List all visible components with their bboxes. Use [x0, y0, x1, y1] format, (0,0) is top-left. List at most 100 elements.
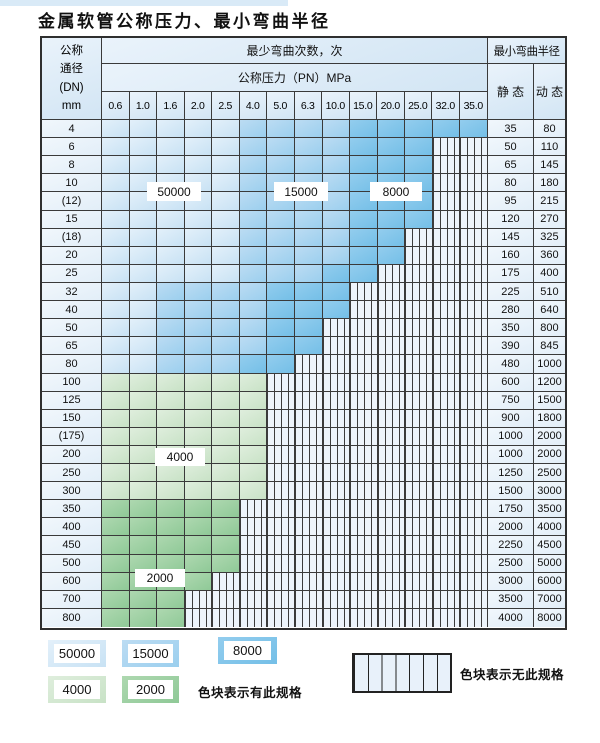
dynamic-value: 215: [533, 192, 565, 211]
legend-swatch-4000: 4000: [48, 676, 106, 703]
legend-swatch-2000: 2000: [122, 676, 179, 703]
spec-cell: [184, 301, 213, 320]
no-spec-cell: [294, 427, 323, 446]
no-spec-cell: [432, 319, 461, 338]
spec-cell: [350, 228, 378, 247]
static-value: 65: [487, 156, 534, 175]
no-spec-cell: [460, 246, 488, 265]
no-spec-cell: [377, 554, 406, 573]
spec-cell: [129, 608, 158, 627]
no-spec-cell: [405, 301, 433, 320]
spec-cell: [129, 138, 158, 157]
no-spec-cell: [432, 282, 461, 302]
legend-swatch-label: 50000: [54, 644, 100, 663]
dynamic-value: 4000: [533, 518, 565, 537]
spec-cell: [102, 138, 130, 157]
spec-cell: [184, 138, 213, 157]
static-value: 80: [487, 174, 534, 193]
spec-cell: [432, 120, 461, 139]
spec-cell: [102, 554, 130, 573]
spec-cell: [102, 337, 130, 356]
no-spec-cell: [432, 264, 461, 283]
spec-cell: [212, 427, 240, 446]
spec-cell: [184, 319, 213, 338]
no-spec-cell: [350, 301, 378, 320]
dynamic-value: 510: [533, 282, 565, 302]
spec-cell: [322, 246, 351, 265]
no-spec-cell: [405, 228, 433, 247]
table-row: 50 350 800: [42, 319, 565, 338]
static-value: 900: [487, 409, 534, 428]
dynamic-value: 800: [533, 319, 565, 338]
spec-cell: [157, 282, 185, 302]
zone-label-8000: 8000: [370, 182, 422, 201]
no-spec-cell: [212, 590, 240, 609]
spec-cell: [184, 156, 213, 175]
spec-cell: [267, 120, 295, 139]
spec-cell: [239, 464, 268, 483]
table-row: 300 1500 3000: [42, 482, 565, 501]
spec-cell: [294, 319, 323, 338]
no-spec-cell: [294, 608, 323, 627]
dn-cell: 65: [42, 337, 102, 356]
no-spec-cell: [267, 391, 295, 410]
no-spec-cell: [322, 554, 351, 573]
spec-cell: [102, 264, 130, 283]
table-row: 8 65 145: [42, 156, 565, 175]
no-spec-cell: [432, 608, 461, 627]
header-static: 静 态: [488, 64, 534, 119]
static-value: 175: [487, 264, 534, 283]
pressure-header-cell: 15.0: [349, 92, 377, 119]
table-row: 600 3000 6000: [42, 572, 565, 591]
pressure-header-cell: 20.0: [377, 92, 405, 119]
static-value: 600: [487, 373, 534, 392]
no-spec-cell: [350, 464, 378, 483]
no-spec-cell: [350, 282, 378, 302]
static-value: 1000: [487, 427, 534, 446]
no-spec-cell: [460, 464, 488, 483]
no-spec-cell: [432, 156, 461, 175]
no-spec-cell: [460, 500, 488, 519]
dn-cell: 6: [42, 138, 102, 157]
no-spec-cell: [460, 319, 488, 338]
no-spec-cell: [350, 500, 378, 519]
spec-cell: [157, 138, 185, 157]
no-spec-cell: [350, 445, 378, 465]
spec-cell: [184, 282, 213, 302]
spec-cell: [377, 138, 406, 157]
no-spec-cell: [239, 500, 268, 519]
spec-cell: [239, 301, 268, 320]
no-spec-cell: [460, 391, 488, 410]
spec-cell: [157, 482, 185, 501]
spec-cell: [212, 337, 240, 356]
no-spec-cell: [294, 500, 323, 519]
no-spec-cell: [212, 608, 240, 627]
no-spec-cell: [267, 608, 295, 627]
spec-cell: [102, 373, 130, 392]
spec-cell: [184, 373, 213, 392]
no-spec-cell: [432, 174, 461, 193]
spec-cell: [102, 590, 130, 609]
dn-cell: (175): [42, 427, 102, 446]
pressure-values-row: 0.6 1.0 1.6 2.0 2.5 4.0 5.0 6.3 10.0 15.0 20.0 25.0…: [102, 92, 487, 119]
spec-cell: [184, 464, 213, 483]
spec-cell: [157, 264, 185, 283]
static-value: 50: [487, 138, 534, 157]
spec-cell: [377, 156, 406, 175]
spec-cell: [405, 156, 433, 175]
dn-cell: 300: [42, 482, 102, 501]
dn-cell: 25: [42, 264, 102, 283]
no-spec-cell: [377, 536, 406, 555]
spec-cell: [184, 228, 213, 247]
dn-cell: 32: [42, 282, 102, 302]
spec-cell: [212, 464, 240, 483]
spec-cell: [294, 337, 323, 356]
no-spec-cell: [460, 355, 488, 374]
dn-cell: 20: [42, 246, 102, 265]
no-spec-cell: [460, 301, 488, 320]
zone-label-2000: 2000: [135, 569, 185, 587]
no-spec-cell: [267, 464, 295, 483]
spec-cell: [129, 482, 158, 501]
no-spec-cell: [350, 409, 378, 428]
pressure-header-cell: 10.0: [322, 92, 350, 119]
